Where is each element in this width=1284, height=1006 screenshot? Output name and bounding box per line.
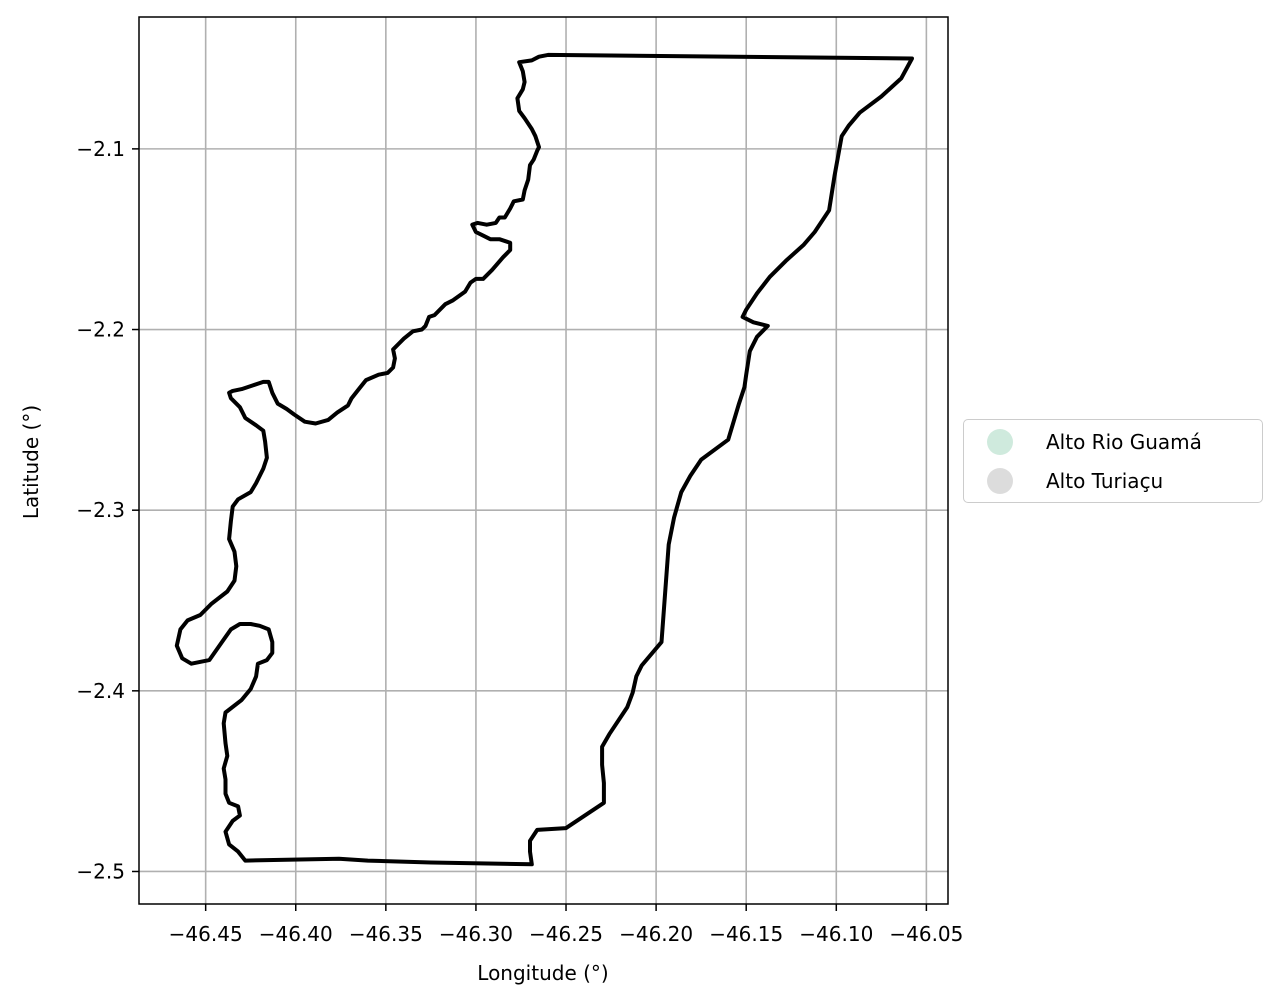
- legend-label-alto-turiacu: Alto Turiaçu: [1046, 469, 1164, 493]
- y-tick-label: −2.4: [76, 679, 125, 703]
- y-axis-label: Latitude (°): [19, 405, 43, 519]
- legend-marker-alto-turiacu: [987, 468, 1013, 494]
- grid-lines: [139, 17, 948, 904]
- x-tick-label: −46.10: [799, 922, 873, 946]
- legend-marker-alto-rio-guama: [987, 429, 1013, 455]
- y-axis: −2.1 −2.2 −2.3 −2.4 −2.5: [76, 137, 139, 883]
- x-tick-label: −46.25: [529, 922, 603, 946]
- y-tick-label: −2.1: [76, 137, 125, 161]
- y-tick-label: −2.2: [76, 318, 125, 342]
- x-tick-label: −46.05: [889, 922, 963, 946]
- x-tick-label: −46.40: [259, 922, 333, 946]
- x-tick-label: −46.15: [709, 922, 783, 946]
- y-tick-label: −2.3: [76, 498, 125, 522]
- x-tick-label: −46.30: [439, 922, 513, 946]
- boundary-layer: [174, 52, 914, 867]
- legend: Alto Rio Guamá Alto Turiaçu: [963, 419, 1263, 503]
- legend-item-alto-turiacu: Alto Turiaçu: [964, 461, 1163, 501]
- x-axis-label: Longitude (°): [477, 961, 608, 985]
- region-boundary: [174, 52, 914, 867]
- y-tick-label: −2.5: [76, 859, 125, 883]
- x-axis: −46.45 −46.40 −46.35 −46.30 −46.25 −46.20 −46.…: [169, 904, 963, 946]
- x-tick-label: −46.20: [619, 922, 693, 946]
- legend-item-alto-rio-guama: Alto Rio Guamá: [964, 422, 1202, 462]
- legend-label-alto-rio-guama: Alto Rio Guamá: [1046, 430, 1202, 454]
- x-tick-label: −46.35: [349, 922, 423, 946]
- plot-frame: [138, 16, 949, 905]
- x-tick-label: −46.45: [169, 922, 243, 946]
